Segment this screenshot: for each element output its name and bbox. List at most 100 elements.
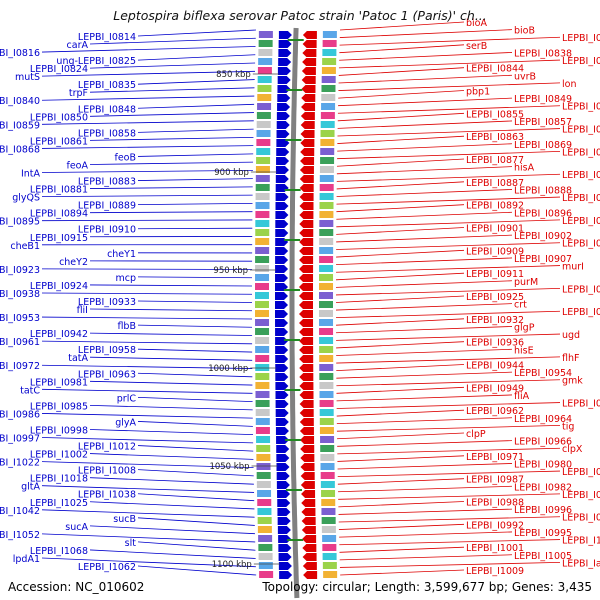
left-connector-line xyxy=(41,316,253,320)
feature-block xyxy=(322,535,337,542)
forward-gene-arrow xyxy=(278,40,292,48)
left-connector-line xyxy=(41,557,256,568)
reverse-gene-arrow xyxy=(299,229,314,237)
feature-block xyxy=(319,310,334,317)
scale-ticks xyxy=(250,39,304,565)
left-connector-line xyxy=(137,153,254,157)
right-gene-label: LEPBI_I0901 xyxy=(466,224,524,235)
reverse-gene-arrow xyxy=(299,373,314,381)
left-gene-label: mcp xyxy=(115,273,136,284)
right-gene-label: LEPBI_I0855 xyxy=(466,109,524,120)
right-gene-label: LEPBI_I0877 xyxy=(466,155,524,166)
feature-block xyxy=(255,166,270,173)
feature-block xyxy=(319,211,334,218)
feature-block xyxy=(319,427,334,434)
feature-block xyxy=(255,175,270,182)
reverse-gene-arrow xyxy=(303,571,318,579)
right-gene-label: LEPBI_I0977 xyxy=(562,467,600,478)
right-gene-label: LEPBI_I0944 xyxy=(466,361,524,372)
feature-block xyxy=(255,310,270,317)
right-gene-label: LEPBI_I0909 xyxy=(466,246,524,257)
left-connector-line xyxy=(89,404,253,411)
left-gene-label: sucA xyxy=(65,522,88,533)
right-connector-line xyxy=(336,234,513,243)
reverse-gene-arrow xyxy=(299,238,314,246)
reverse-gene-arrow xyxy=(299,319,314,327)
right-gene-label: LEPBI_I1000 xyxy=(562,536,600,547)
left-connector-line xyxy=(137,541,256,551)
forward-gene-arrow xyxy=(275,265,289,273)
left-connector-line xyxy=(137,103,255,109)
right-connector-line xyxy=(337,455,465,462)
left-gene-label: fliI xyxy=(77,305,88,316)
left-gene-label: LEPBI_I0824 xyxy=(30,64,88,75)
right-connector-line xyxy=(336,417,513,425)
right-connector-line xyxy=(336,272,465,281)
left-connector-line xyxy=(89,356,253,361)
left-connector-line xyxy=(41,292,253,295)
left-gene-label: flbB xyxy=(117,321,136,332)
right-connector-line xyxy=(336,402,561,409)
reverse-gene-arrow xyxy=(300,148,315,156)
feature-block xyxy=(322,31,337,38)
left-connector-line xyxy=(89,211,253,214)
left-gene-label: LEPBI_I0986 xyxy=(0,409,40,420)
right-connector-line xyxy=(338,485,513,493)
reverse-gene-arrow xyxy=(302,553,317,561)
forward-gene-arrow xyxy=(276,121,290,129)
reverse-gene-arrow xyxy=(300,445,315,453)
feature-block xyxy=(255,328,270,335)
forward-gene-arrow xyxy=(275,193,289,201)
left-connector-line xyxy=(89,501,255,510)
feature-block xyxy=(258,31,273,38)
map-title: Leptospira biflexa serovar Patoc strain … xyxy=(113,8,487,23)
right-connector-line xyxy=(336,394,513,402)
feature-block xyxy=(257,85,272,92)
feature-block xyxy=(319,382,334,389)
feature-block xyxy=(319,247,334,254)
right-gene-label: LEPBI_I0897 xyxy=(562,216,600,227)
left-connector-line xyxy=(89,525,256,535)
right-connector-line xyxy=(337,112,465,122)
right-gene-label: LEPBI_I0912 xyxy=(562,284,600,295)
left-gene-label: LEPBI_I0981 xyxy=(30,377,88,388)
feature-block xyxy=(255,202,270,209)
left-connector-line xyxy=(41,364,253,369)
right-gene-label: LEPBI_I0841 xyxy=(562,56,600,67)
right-gene-label: flhF xyxy=(562,353,579,364)
feature-block xyxy=(255,238,270,245)
feature-block xyxy=(319,256,334,263)
right-gene-label: bioA xyxy=(466,18,487,29)
right-connector-line xyxy=(340,569,465,576)
feature-block xyxy=(319,184,334,191)
right-connector-line xyxy=(338,59,561,69)
right-gene-label: LEPBI_I0896 xyxy=(514,208,572,219)
reverse-gene-arrow xyxy=(299,364,314,372)
left-connector-line xyxy=(137,493,255,502)
right-connector-line xyxy=(335,280,513,288)
right-connector-line xyxy=(336,211,513,220)
feature-block xyxy=(319,238,334,245)
forward-gene-arrow xyxy=(275,301,289,309)
right-gene-label: pbp1 xyxy=(466,87,490,98)
feature-block xyxy=(321,508,336,515)
feature-block xyxy=(258,40,273,47)
right-connector-line xyxy=(336,341,465,349)
feature-block xyxy=(257,94,272,101)
left-connector-line xyxy=(89,186,253,189)
left-connector-line xyxy=(137,445,254,452)
left-connector-line xyxy=(137,396,253,402)
feature-block xyxy=(322,553,337,560)
left-connector-line xyxy=(89,332,253,336)
reverse-gene-arrow xyxy=(299,427,314,435)
feature-block xyxy=(322,544,337,551)
right-gene-label: LEPBI_I0996 xyxy=(514,505,572,516)
right-gene-label: LEPBI_I0902 xyxy=(514,231,572,242)
left-connector-line xyxy=(89,549,256,559)
right-gene-label: hisE xyxy=(514,345,534,356)
right-connector-line xyxy=(338,508,513,515)
feature-block xyxy=(255,373,270,380)
left-gene-label: LEPBI_I1025 xyxy=(30,498,88,509)
right-connector-line xyxy=(336,348,513,356)
left-connector-line xyxy=(41,413,253,419)
